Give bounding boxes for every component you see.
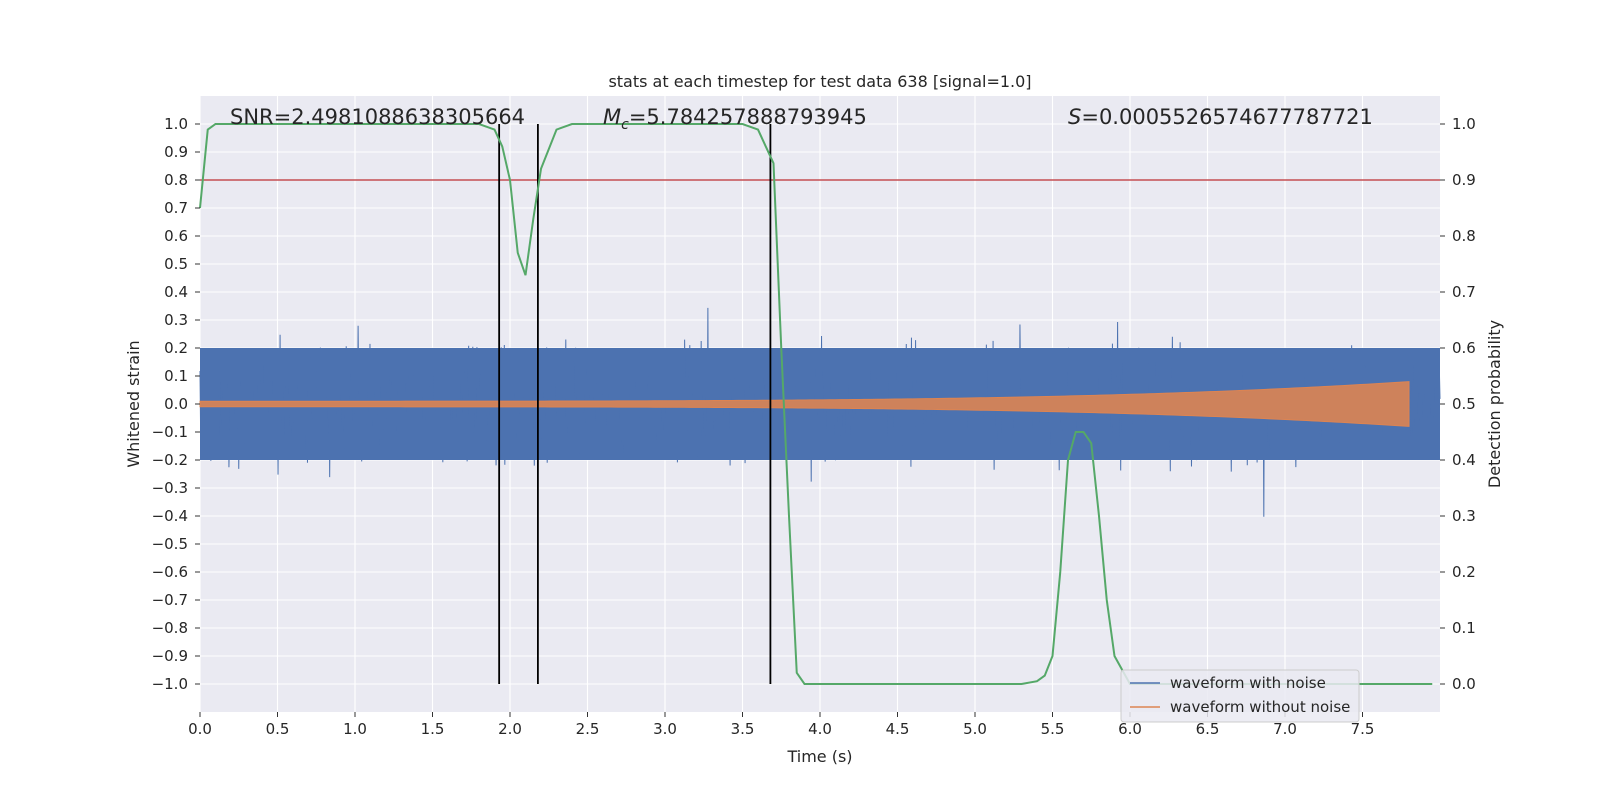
- y-tick-label: 0.7: [164, 199, 188, 217]
- x-tick-label: 3.5: [731, 720, 755, 738]
- mc-subscript: c: [621, 117, 629, 133]
- y-tick-label: −0.1: [152, 423, 188, 441]
- x-tick-label: 1.5: [421, 720, 445, 738]
- y2-axis-label: Detection probability: [1485, 320, 1504, 488]
- y-tick-label: −0.6: [152, 563, 188, 581]
- y-tick-label: −0.5: [152, 535, 188, 553]
- y2-tick-label: 0.7: [1452, 283, 1476, 301]
- s-symbol: S: [1068, 105, 1081, 129]
- y-tick-label: −0.8: [152, 619, 188, 637]
- x-tick-label: 4.5: [886, 720, 910, 738]
- x-tick-label: 2.0: [498, 720, 522, 738]
- y-tick-label: 0.4: [164, 283, 188, 301]
- series-waveform-without-noise: [199, 381, 1410, 427]
- annotation-chirp-mass: Mc=5.784257888793945: [603, 105, 867, 133]
- y-tick-label: 0.9: [164, 143, 188, 161]
- y-tick-label: −0.4: [152, 507, 188, 525]
- annotation-snr: SNR=2.4981088638305664: [230, 105, 525, 129]
- y-tick-label: −0.2: [152, 451, 188, 469]
- s-value: =0.0005526574677787721: [1081, 105, 1373, 129]
- x-tick-label: 6.5: [1196, 720, 1220, 738]
- mc-value: =5.784257888793945: [629, 105, 867, 129]
- y2-tick-label: 1.0: [1452, 115, 1476, 133]
- x-tick-label: 5.5: [1041, 720, 1065, 738]
- y2-tick-label: 0.9: [1452, 171, 1476, 189]
- y2-tick-label: 0.5: [1452, 395, 1476, 413]
- annotation-s: S=0.0005526574677787721: [1068, 105, 1373, 129]
- x-tick-label: 0.5: [266, 720, 290, 738]
- y-tick-label: 0.1: [164, 367, 188, 385]
- y-tick-label: −0.7: [152, 591, 188, 609]
- series-detection-probability: [199, 123, 1433, 685]
- y-tick-label: 1.0: [164, 115, 188, 133]
- y2-tick-label: 0.3: [1452, 507, 1476, 525]
- mc-symbol: M: [603, 105, 621, 129]
- x-axis-label: Time (s): [786, 747, 852, 766]
- axes: 0.0 0.5 1.0 1.5 2.0 2.5 3.0 3.5 4.0 4.5 5.0 5.5 6.0 6…: [152, 115, 1476, 738]
- x-tick-label: 7.5: [1351, 720, 1375, 738]
- x-tick-label: 3.0: [653, 720, 677, 738]
- legend-label-noise: waveform with noise: [1170, 674, 1326, 692]
- y-tick-label: −1.0: [152, 675, 188, 693]
- legend: waveform with noise waveform without noi…: [1120, 669, 1360, 723]
- y-tick-label: 0.6: [164, 227, 188, 245]
- y2-tick-label: 0.0: [1452, 675, 1476, 693]
- y-axis-label: Whitened strain: [124, 340, 143, 467]
- x-tick-label: 5.0: [963, 720, 987, 738]
- legend-label-clean: waveform without noise: [1170, 698, 1350, 716]
- y-tick-label: 0.3: [164, 311, 188, 329]
- y-tick-label: −0.9: [152, 647, 188, 665]
- x-tick-label: 1.0: [343, 720, 367, 738]
- x-tick-label: 6.0: [1118, 720, 1142, 738]
- legend-box: [1120, 669, 1360, 723]
- y2-tick-label: 0.6: [1452, 339, 1476, 357]
- y2-tick-label: 0.4: [1452, 451, 1476, 469]
- y2-tick-label: 0.8: [1452, 227, 1476, 245]
- x-tick-label: 0.0: [188, 720, 212, 738]
- plot-area: [199, 123, 1441, 685]
- y-tick-label: 0.0: [164, 395, 188, 413]
- x-tick-label: 4.0: [808, 720, 832, 738]
- x-tick-label: 2.5: [576, 720, 600, 738]
- y2-tick-label: 0.2: [1452, 563, 1476, 581]
- y-tick-label: 0.2: [164, 339, 188, 357]
- y-tick-label: −0.3: [152, 479, 188, 497]
- y-tick-label: 0.8: [164, 171, 188, 189]
- y-tick-label: 0.5: [164, 255, 188, 273]
- x-tick-label: 7.0: [1273, 720, 1297, 738]
- chart-title: stats at each timestep for test data 638…: [608, 72, 1031, 91]
- y2-tick-label: 0.1: [1452, 619, 1476, 637]
